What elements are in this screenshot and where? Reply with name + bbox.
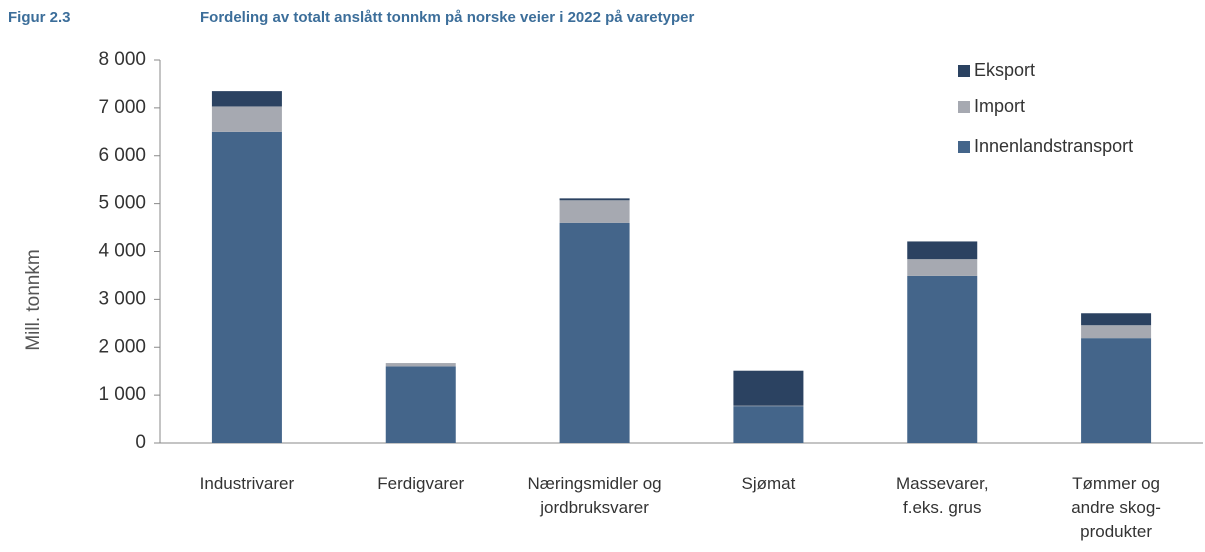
bar-segment xyxy=(907,259,978,276)
y-tick-label: 5 000 xyxy=(98,193,146,214)
x-tick-label: Massevarer, f.eks. grus xyxy=(896,474,989,517)
y-tick-label: 0 xyxy=(135,432,146,453)
y-tick-label: 8 000 xyxy=(98,49,146,70)
bar-segment xyxy=(907,241,978,260)
bar-segment xyxy=(907,275,978,443)
bar-segment xyxy=(559,222,630,443)
bar-segment xyxy=(733,406,804,443)
y-tick-label: 4 000 xyxy=(98,241,146,262)
x-tick-label: Ferdigvarer xyxy=(377,474,464,493)
legend-swatch xyxy=(958,65,970,77)
legend-label: Import xyxy=(974,96,1025,116)
legend-label: Eksport xyxy=(974,60,1035,80)
bar-segment xyxy=(385,363,456,367)
y-tick-label: 7 000 xyxy=(98,97,146,118)
y-tick-label: 3 000 xyxy=(98,288,146,309)
bar-segment xyxy=(559,198,630,201)
x-tick-label: Næringsmidler og jordbruksvarer xyxy=(527,474,661,517)
y-axis-label: Mill. tonnkm xyxy=(23,249,44,350)
bar-segment xyxy=(733,370,804,406)
y-tick-label: 1 000 xyxy=(98,384,146,405)
bar-segment xyxy=(559,200,630,223)
bar-segment xyxy=(211,91,282,107)
x-tick-label: Sjømat xyxy=(741,474,795,493)
legend-swatch xyxy=(958,101,970,113)
y-tick-label: 2 000 xyxy=(98,336,146,357)
bar-segment xyxy=(211,131,282,443)
legend-label: Innenlandstransport xyxy=(974,136,1133,156)
bar-segment xyxy=(1081,325,1152,339)
figure-label: Figur 2.3 xyxy=(8,9,71,26)
bar-segment xyxy=(1081,338,1152,443)
bar-segment xyxy=(1081,313,1152,326)
x-tick-label: Industrivarer xyxy=(200,474,295,493)
y-tick-label: 6 000 xyxy=(98,145,146,166)
x-tick-label: Tømmer og andre skog-produkter xyxy=(1071,474,1161,541)
bar-segment xyxy=(385,366,456,443)
chart-title: Fordeling av totalt anslått tonnkm på no… xyxy=(200,9,694,26)
bar-segment xyxy=(211,106,282,132)
legend-swatch xyxy=(958,141,970,153)
